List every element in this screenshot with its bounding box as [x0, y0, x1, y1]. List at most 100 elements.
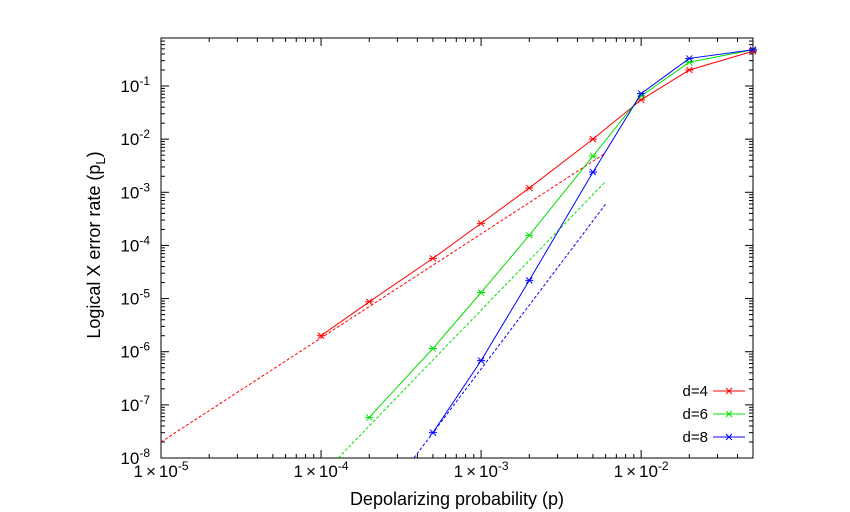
marker-d2	[685, 66, 693, 74]
y-tick-exponent: -3	[139, 180, 150, 194]
data-point-d=6	[525, 231, 534, 239]
series-d=4	[317, 47, 757, 340]
y-tick-base: 10	[120, 343, 139, 362]
y-tick-exponent: -7	[139, 393, 150, 407]
x-tick-base: 10	[479, 462, 498, 481]
legend-label-d=4: d=4	[683, 383, 708, 400]
y-axis-title-close: )	[84, 151, 104, 157]
y-tick-labels: 10-810-710-610-510-410-310-210-1	[120, 74, 150, 468]
data-point-d=8	[637, 90, 646, 97]
x-tick-exponent: -4	[338, 459, 349, 473]
marker-d2	[477, 220, 485, 227]
x-tick-times: ×	[626, 462, 636, 481]
marker-d2	[589, 168, 597, 176]
data-point-d=4	[365, 298, 374, 306]
y-tick-exponent: -5	[139, 287, 150, 301]
x-tick-exponent: -3	[498, 459, 509, 473]
series-line-d=8	[432, 49, 754, 433]
y-tick-exponent: -2	[139, 127, 150, 141]
plot-frame	[160, 37, 754, 459]
series-line-d=6	[368, 49, 754, 418]
x-tick-exponent: -2	[658, 459, 669, 473]
marker-d2	[725, 433, 733, 441]
y-tick-label: 10-1	[120, 74, 150, 96]
legend-marker-d=6	[725, 410, 733, 418]
x-tick-base: 10	[319, 462, 338, 481]
series-line-d=4	[320, 50, 754, 337]
x-tick-label: 1 × 10-3	[454, 459, 509, 481]
y-tick-label: 10-4	[120, 233, 150, 255]
marker-d2	[749, 46, 757, 54]
x-tick-mantissa: 1	[134, 462, 143, 481]
x-tick-exponent: -5	[178, 459, 189, 473]
x-tick-times: ×	[146, 462, 156, 481]
marker-d2	[429, 345, 437, 352]
y-tick-base: 10	[120, 290, 139, 309]
x-tick-base: 10	[159, 462, 178, 481]
marker-d2	[725, 410, 733, 418]
data-point-d=4	[685, 66, 694, 74]
y-tick-exponent: -1	[139, 74, 150, 88]
data-point-d=8	[588, 168, 597, 176]
marker-d2	[429, 255, 437, 262]
data-point-d=6	[365, 414, 374, 421]
data-point-d=8	[749, 46, 757, 54]
series-d=8	[428, 46, 757, 436]
x-tick-labels: 1 × 10-5 1 × 10-4 1 × 10-3 1 × 10-2	[134, 459, 669, 481]
y-tick-label: 10-6	[120, 340, 150, 362]
y-axis-title-main: Logical X error rate (p	[84, 165, 104, 339]
series-d=6	[365, 46, 757, 421]
data-point-d=4	[525, 184, 534, 192]
marker-d2	[365, 414, 373, 421]
marker-d2	[477, 357, 485, 364]
y-tick-label: 10-8	[120, 446, 150, 468]
legend-label-d=8: d=8	[683, 429, 708, 446]
y-tick-base: 10	[120, 396, 139, 415]
y-tick-base: 10	[120, 449, 139, 468]
data-point-d=4	[428, 255, 437, 262]
marker-d2	[317, 332, 325, 340]
x-tick-label: 1 × 10-2	[614, 459, 669, 481]
x-tick-times: ×	[306, 462, 316, 481]
marker-d2	[525, 231, 533, 239]
data-point-d=8	[477, 357, 486, 364]
y-axis-title: Logical X error rate (pL)	[84, 151, 108, 338]
marker-d2	[725, 387, 733, 395]
fit-lines	[161, 152, 607, 458]
marker-d2	[429, 429, 437, 436]
data-point-d=4	[477, 220, 486, 227]
fit-line-d=6	[337, 181, 606, 458]
fit-line-d=8	[413, 203, 607, 458]
data-point-d=8	[525, 277, 534, 284]
data-point-d=4	[588, 135, 597, 143]
data-point-d=6	[477, 289, 486, 296]
marker-d2	[589, 135, 597, 143]
marker-d2	[589, 152, 597, 160]
data-point-d=4	[749, 47, 757, 55]
axis-ticks	[160, 37, 754, 459]
y-tick-exponent: -6	[139, 340, 150, 354]
legend-marker-d=8	[725, 433, 733, 441]
y-tick-base: 10	[120, 183, 139, 202]
legend-label-d=6: d=6	[683, 406, 708, 423]
x-tick-mantissa: 1	[614, 462, 623, 481]
legend: d=4 d=6 d=8	[683, 383, 745, 446]
marker-d2	[365, 298, 373, 306]
marker-d2	[637, 90, 645, 97]
data-point-d=6	[428, 345, 437, 352]
x-tick-base: 10	[639, 462, 658, 481]
x-tick-label: 1 × 10-5	[134, 459, 189, 481]
y-axis-title-sub: L	[93, 157, 108, 164]
marker-d2	[525, 277, 533, 284]
marker-d2	[749, 47, 757, 55]
y-tick-exponent: -8	[139, 446, 150, 460]
y-tick-exponent: -4	[139, 233, 150, 247]
y-tick-base: 10	[120, 130, 139, 149]
y-tick-label: 10-2	[120, 127, 150, 149]
fit-line-d=4	[161, 152, 606, 443]
x-axis-title: Depolarizing probability (p)	[350, 489, 564, 509]
y-tick-label: 10-7	[120, 393, 150, 415]
y-tick-base: 10	[120, 77, 139, 96]
data-point-d=8	[685, 55, 694, 62]
